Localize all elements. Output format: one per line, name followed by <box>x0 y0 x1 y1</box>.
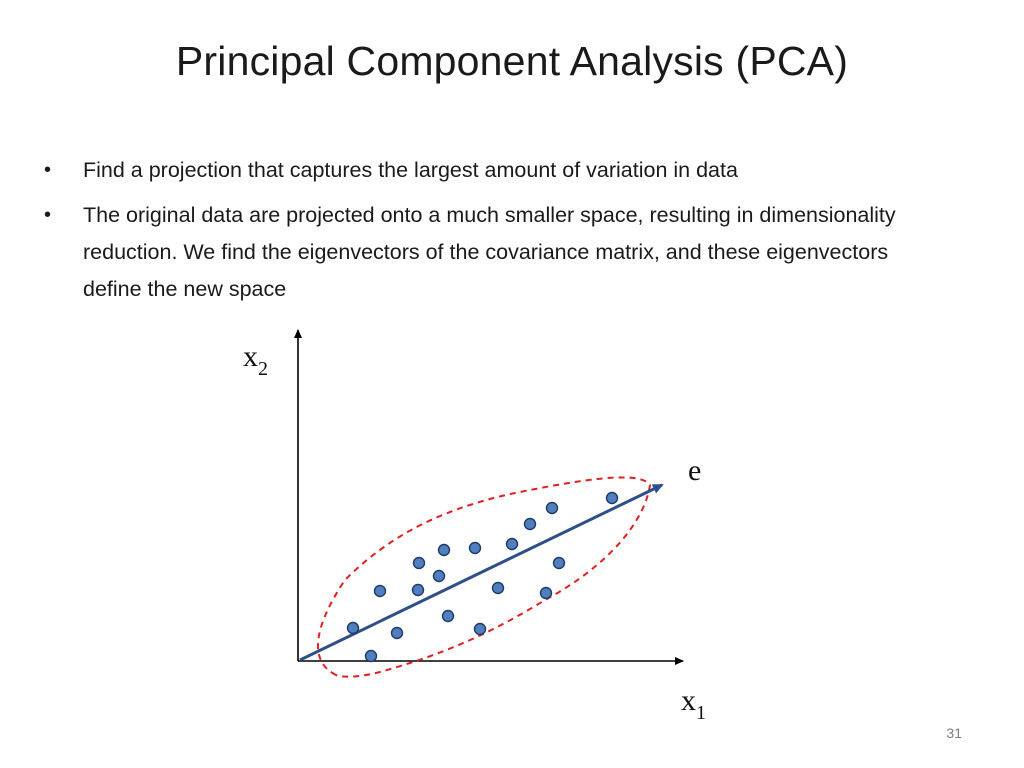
data-point <box>468 541 482 555</box>
eigenvector-label: e <box>688 454 701 487</box>
bullet-list: • Find a projection that captures the la… <box>44 152 924 316</box>
data-point <box>539 586 553 600</box>
data-point <box>390 626 404 640</box>
data-point <box>437 543 451 557</box>
data-point <box>373 584 387 598</box>
data-point <box>432 569 446 583</box>
data-point <box>411 583 425 597</box>
data-point <box>441 609 455 623</box>
data-point <box>545 501 559 515</box>
data-point <box>552 556 566 570</box>
bullet-text: Find a projection that captures the larg… <box>83 158 738 182</box>
y-axis-label: x2 <box>243 340 268 380</box>
bullet-marker: • <box>44 159 52 181</box>
data-point <box>412 556 426 570</box>
data-point <box>505 537 519 551</box>
eigenvector-line <box>299 483 664 662</box>
slide-number: 31 <box>946 725 962 741</box>
bullet-marker: • <box>44 204 52 226</box>
data-point <box>346 621 360 635</box>
bullet-item: • Find a projection that captures the la… <box>44 152 924 189</box>
data-point <box>605 491 619 505</box>
x-axis-label: x1 <box>681 684 706 724</box>
data-points <box>346 491 619 663</box>
bullet-text: The original data are projected onto a m… <box>83 203 896 301</box>
data-point <box>473 622 487 636</box>
data-point <box>364 649 378 663</box>
data-point <box>523 517 537 531</box>
bullet-item: • The original data are projected onto a… <box>44 197 924 308</box>
data-point <box>491 581 505 595</box>
slide-title: Principal Component Analysis (PCA) <box>175 38 849 84</box>
data-cluster-outline <box>316 476 652 678</box>
